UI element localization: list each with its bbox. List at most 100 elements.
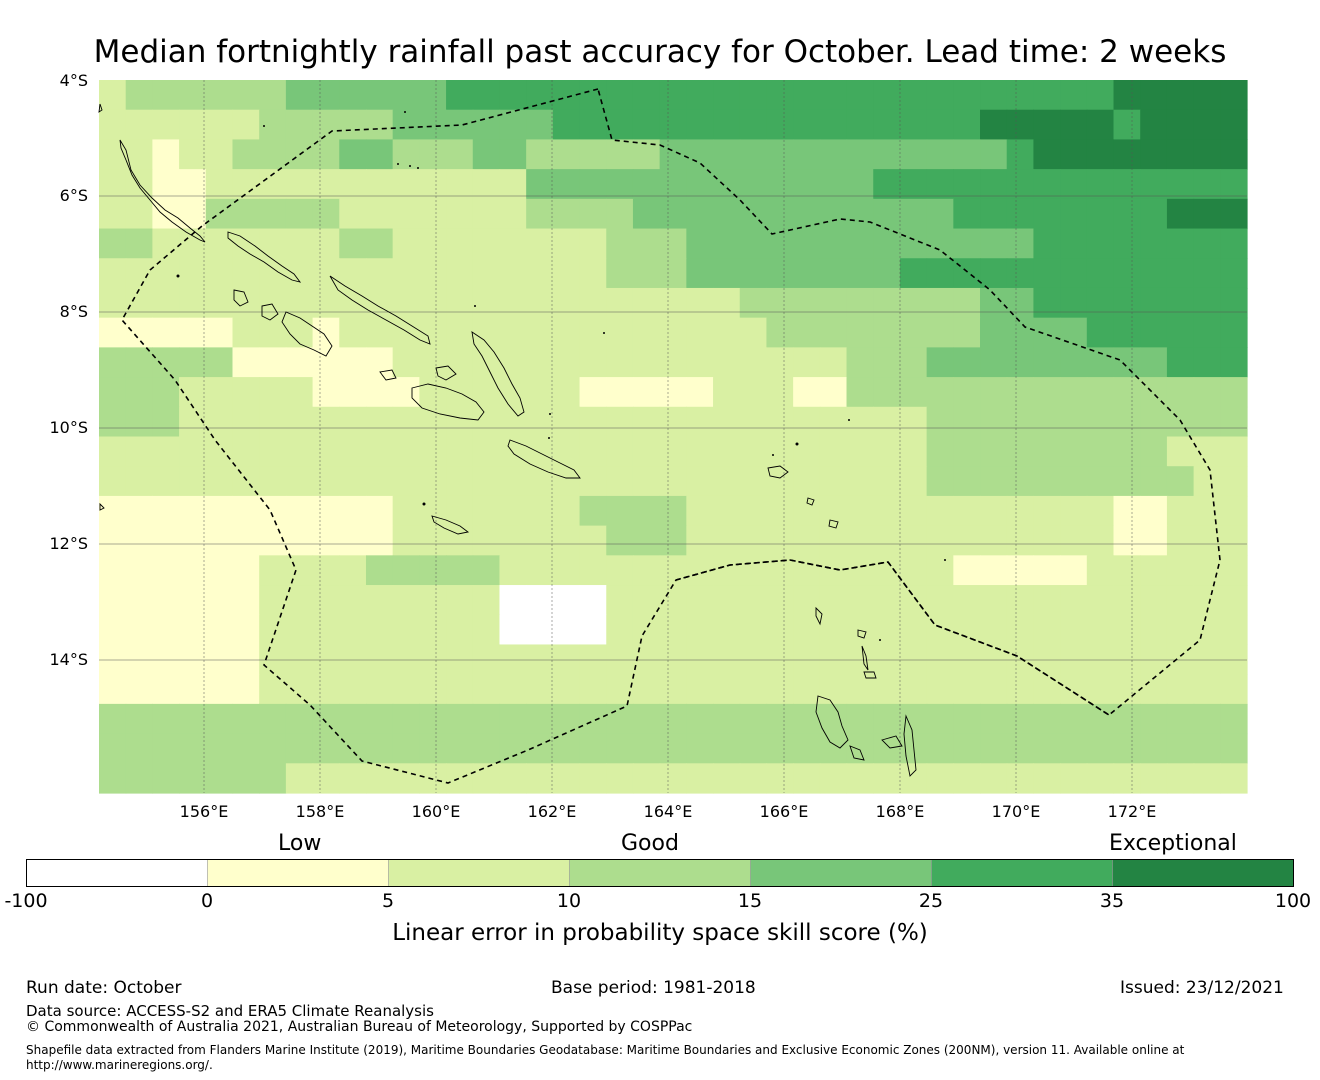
heatmap-cell bbox=[766, 644, 794, 675]
heatmap-cell bbox=[285, 258, 314, 289]
heatmap-cell bbox=[1193, 109, 1221, 141]
heatmap-cell bbox=[1113, 198, 1141, 230]
heatmap-cell bbox=[926, 198, 954, 230]
run-date: Run date: October bbox=[26, 978, 182, 998]
map-gridlines bbox=[99, 80, 1247, 793]
heatmap-cell bbox=[1033, 377, 1061, 408]
heatmap-cell bbox=[739, 258, 768, 289]
heatmap-cell bbox=[793, 674, 821, 705]
heatmap-cell bbox=[99, 109, 127, 141]
heatmap-cell bbox=[179, 80, 207, 111]
heatmap-cell bbox=[419, 347, 447, 378]
heatmap-cell bbox=[1006, 258, 1035, 289]
heatmap-cell bbox=[285, 406, 314, 438]
heatmap-cell bbox=[1220, 763, 1248, 794]
heatmap-cell bbox=[739, 139, 768, 170]
heatmap-cell bbox=[99, 525, 127, 556]
heatmap-cell bbox=[899, 763, 928, 794]
heatmap-cell bbox=[873, 466, 901, 497]
heatmap-cell bbox=[579, 198, 607, 230]
heatmap-cell bbox=[793, 406, 821, 438]
heatmap-cell bbox=[499, 406, 527, 438]
heatmap-cell bbox=[873, 763, 901, 794]
heatmap-cell bbox=[472, 169, 501, 200]
heatmap-cell bbox=[179, 169, 207, 200]
heatmap-cell bbox=[819, 377, 848, 408]
colorbar-swatch bbox=[931, 859, 1113, 887]
heatmap-cell bbox=[1086, 585, 1115, 616]
heatmap-cell bbox=[1086, 555, 1115, 586]
heatmap-cell bbox=[285, 466, 314, 497]
heatmap-cell bbox=[659, 169, 687, 200]
heatmap-cell bbox=[686, 287, 714, 319]
heatmap-cell bbox=[125, 317, 153, 348]
heatmap-cell bbox=[1193, 377, 1221, 408]
heatmap-cell bbox=[873, 495, 901, 527]
heatmap-cell bbox=[632, 80, 661, 111]
heatmap-cell bbox=[713, 733, 741, 764]
heatmap-cell bbox=[259, 406, 287, 438]
heatmap-cell bbox=[499, 80, 527, 111]
data-source: Data source: ACCESS-S2 and ERA5 Climate … bbox=[26, 1002, 434, 1020]
heatmap-cell bbox=[1006, 585, 1035, 616]
heatmap-cell bbox=[793, 614, 821, 646]
heatmap-cell bbox=[205, 644, 234, 675]
heatmap-cell bbox=[980, 763, 1008, 794]
heatmap-cell bbox=[526, 644, 554, 675]
heatmap-cell bbox=[1060, 287, 1088, 319]
heatmap-cell bbox=[205, 674, 234, 705]
heatmap-cell bbox=[232, 436, 260, 467]
heatmap-cell bbox=[392, 525, 420, 556]
heatmap-cell bbox=[232, 109, 260, 141]
heatmap-cell bbox=[873, 525, 901, 556]
heatmap-cell bbox=[125, 525, 153, 556]
heatmap-cell bbox=[392, 733, 420, 764]
heatmap-cell bbox=[339, 258, 367, 289]
heatmap-cell bbox=[1220, 436, 1248, 467]
heatmap-cell bbox=[419, 585, 447, 616]
heatmap-cell bbox=[1033, 80, 1061, 111]
heatmap-cell bbox=[1033, 495, 1061, 527]
heatmap-cell bbox=[1060, 139, 1088, 170]
heatmap-cell bbox=[179, 674, 207, 705]
heatmap-cell bbox=[365, 80, 394, 111]
map-title: Median fortnightly rainfall past accurac… bbox=[93, 34, 1227, 70]
heatmap-cell bbox=[606, 763, 634, 794]
heatmap-cell bbox=[632, 525, 661, 556]
heatmap-cell bbox=[552, 674, 581, 705]
heatmap-cell bbox=[499, 228, 527, 259]
heatmap-cell bbox=[446, 169, 474, 200]
heatmap-cell bbox=[499, 317, 527, 348]
heatmap-cell bbox=[873, 614, 901, 646]
heatmap-cell bbox=[926, 317, 954, 348]
heatmap-cell bbox=[739, 525, 768, 556]
heatmap-cell bbox=[980, 614, 1008, 646]
heatmap-cell bbox=[1086, 198, 1115, 230]
heatmap-cell bbox=[739, 495, 768, 527]
heatmap-cell bbox=[1006, 644, 1035, 675]
heatmap-cell bbox=[99, 258, 127, 289]
heatmap-cell bbox=[899, 674, 928, 705]
heatmap-cell bbox=[365, 555, 394, 586]
heatmap-cell bbox=[766, 198, 794, 230]
heatmap-cell bbox=[1193, 644, 1221, 675]
heatmap-cell bbox=[926, 495, 954, 527]
heatmap-cell bbox=[179, 585, 207, 616]
heatmap-cell bbox=[819, 139, 848, 170]
heatmap-cell bbox=[1193, 258, 1221, 289]
heatmap-cell bbox=[526, 198, 554, 230]
heatmap-cell bbox=[713, 139, 741, 170]
heatmap-cell bbox=[205, 733, 234, 764]
heatmap-cell bbox=[99, 139, 127, 170]
heatmap-cell bbox=[899, 109, 928, 141]
heatmap-cell bbox=[125, 377, 153, 408]
heatmap-cell bbox=[552, 763, 581, 794]
heatmap-cell bbox=[99, 585, 127, 616]
heatmap-cell bbox=[1086, 169, 1115, 200]
heatmap-cell bbox=[1220, 228, 1248, 259]
heatmap-cell bbox=[526, 495, 554, 527]
coastline-new-georgia-2 bbox=[281, 311, 333, 357]
heatmap-cell bbox=[873, 347, 901, 378]
heatmap-cell bbox=[793, 139, 821, 170]
